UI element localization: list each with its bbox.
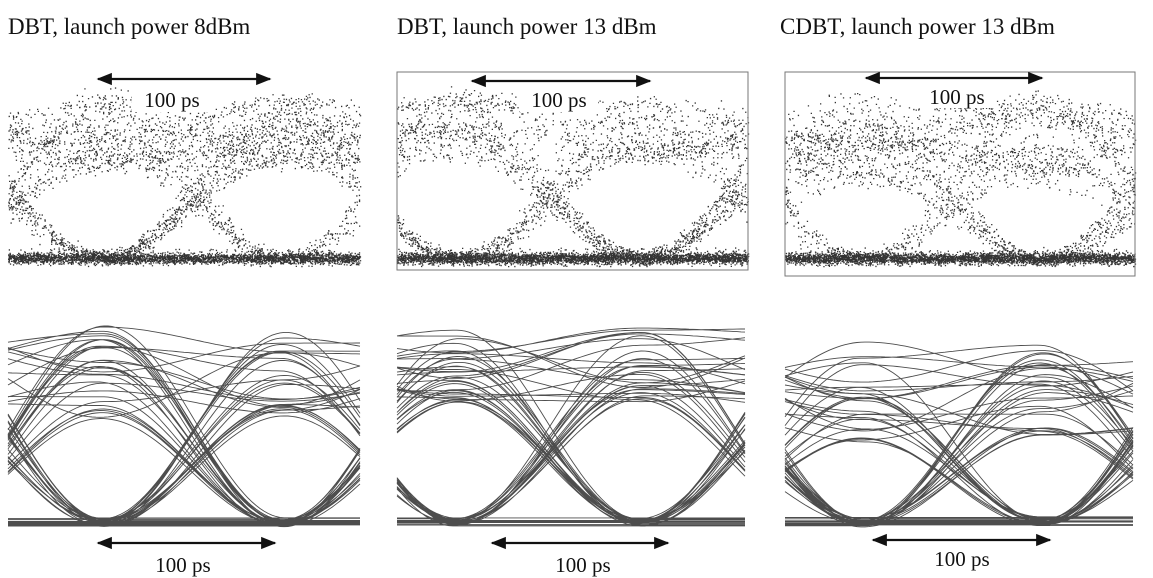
time-label: 100 ps [934,547,989,571]
eye-traces [7,325,361,528]
time-label: 100 ps [929,85,984,109]
label-bg [132,88,212,112]
label-bg [520,88,598,112]
eye-traces [396,327,746,527]
time-label: 100 ps [531,88,586,112]
label-bg [918,84,996,108]
eye-noise [785,90,1137,268]
time-label: 100 ps [155,553,210,577]
eye-traces [784,341,1134,528]
eye-diagrams [7,86,1137,528]
frame [396,71,749,271]
time-label: 100 ps [555,553,610,577]
eye-noise [397,86,750,268]
panel-title: CDBT, launch power 13 dBm [780,14,1055,39]
time-label: 100 ps [144,88,199,112]
panel-title: DBT, launch power 13 dBm [397,14,657,39]
panel-title: DBT, launch power 8dBm [8,14,250,39]
